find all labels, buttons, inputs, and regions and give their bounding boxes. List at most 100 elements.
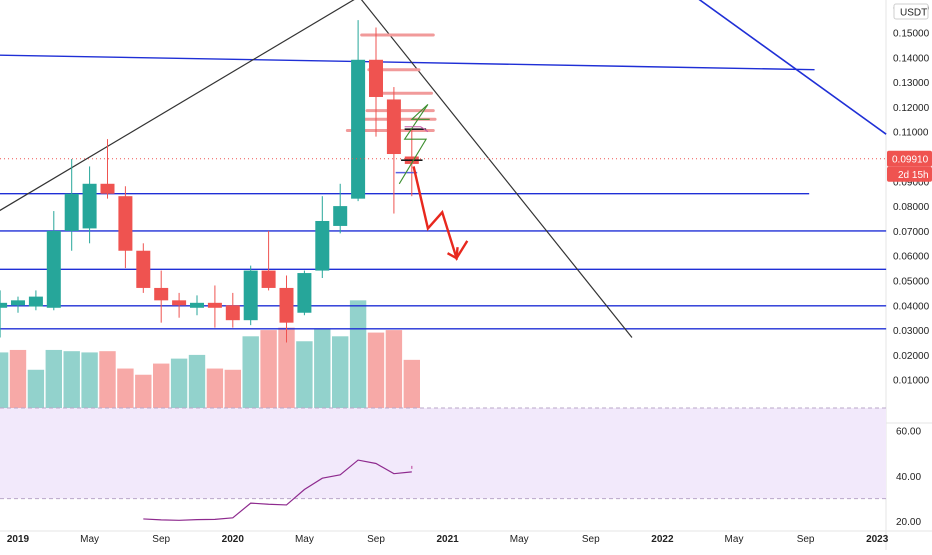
price-tick-label: 0.05000 bbox=[893, 277, 930, 288]
volume-bar bbox=[45, 349, 62, 418]
drawing-annotations bbox=[0, 104, 886, 262]
candle-body bbox=[315, 220, 330, 271]
volume-bar bbox=[153, 363, 170, 418]
volume-bars bbox=[0, 300, 420, 418]
candle-body bbox=[0, 302, 8, 308]
time-tick-label: May bbox=[295, 534, 314, 545]
time-tick-label: Sep bbox=[152, 534, 170, 545]
time-tick-label: 2020 bbox=[222, 534, 245, 545]
time-tick-label: Sep bbox=[367, 534, 385, 545]
price-tick-label: 0.03000 bbox=[893, 326, 930, 337]
price-tick-label: 0.07000 bbox=[893, 227, 930, 238]
candle-body bbox=[154, 287, 169, 301]
volume-bar bbox=[403, 359, 420, 418]
volume-bar bbox=[260, 330, 277, 418]
candle-body bbox=[118, 196, 133, 251]
projection-arrow-head bbox=[446, 247, 459, 261]
time-tick-label: Sep bbox=[582, 534, 600, 545]
price-tick-label: 0.13000 bbox=[893, 78, 930, 89]
volume-bar bbox=[117, 368, 134, 418]
candle-body bbox=[386, 99, 401, 155]
countdown-badge bbox=[887, 166, 932, 182]
time-tick-label: 2023 bbox=[866, 534, 889, 545]
volume-bar bbox=[9, 349, 27, 418]
candle-body bbox=[207, 302, 222, 308]
time-tick-label: 2021 bbox=[436, 534, 459, 545]
price-tick-label: 0.15000 bbox=[893, 29, 930, 40]
candle-body bbox=[225, 305, 240, 321]
volume-bar bbox=[206, 368, 224, 418]
candle-body bbox=[11, 300, 25, 306]
price-tick-label: 0.01000 bbox=[893, 376, 930, 387]
rsi-tick-label: 40.00 bbox=[896, 472, 921, 483]
candle-body bbox=[172, 300, 187, 306]
pattern-drawing-accent bbox=[404, 126, 429, 133]
currency-label: USDT bbox=[900, 8, 927, 19]
last-price-badge bbox=[887, 150, 932, 167]
candle-body bbox=[333, 206, 348, 226]
volume-bar bbox=[63, 351, 80, 418]
candle-body bbox=[369, 59, 383, 97]
candlesticks bbox=[0, 20, 419, 343]
time-tick-label: May bbox=[725, 534, 744, 545]
time-tick-label: May bbox=[80, 534, 99, 545]
volume-bar bbox=[278, 327, 295, 418]
price-tick-label: 0.12000 bbox=[893, 103, 930, 114]
volume-bar bbox=[349, 300, 367, 418]
volume-bar bbox=[367, 332, 385, 418]
candle-body bbox=[28, 296, 43, 307]
rsi-tick-label: 60.00 bbox=[896, 427, 921, 438]
currency-badge bbox=[893, 3, 929, 20]
candle-body bbox=[82, 183, 97, 229]
rsi-tick-label: 20.00 bbox=[896, 517, 921, 528]
time-tick-label: May bbox=[510, 534, 529, 545]
price-tick-label: 0.11000 bbox=[893, 128, 929, 139]
trend-line bbox=[360, 0, 633, 338]
volume-bar bbox=[242, 336, 259, 418]
support-resistance-levels bbox=[0, 54, 887, 330]
candle-body bbox=[243, 270, 258, 321]
price-tick-label: 0.14000 bbox=[893, 53, 930, 64]
rsi-pane bbox=[0, 407, 886, 521]
volume-bar bbox=[332, 336, 349, 418]
candle-body bbox=[64, 193, 79, 231]
volume-bar bbox=[27, 369, 45, 418]
axes: 0.01000 0.02000 0.03000 0.04000 0.05000 0.060… bbox=[7, 3, 932, 545]
volume-bar bbox=[224, 369, 241, 418]
candle-body bbox=[100, 183, 115, 194]
price-tick-label: 0.09000 bbox=[893, 177, 930, 188]
last-price-label: 0.09910 bbox=[892, 155, 929, 166]
horizontal-level-line bbox=[0, 54, 815, 71]
volume-bar bbox=[81, 352, 98, 418]
volume-bar bbox=[135, 374, 152, 418]
time-tick-label: 2019 bbox=[7, 534, 30, 545]
volume-bar bbox=[188, 354, 206, 418]
volume-bar bbox=[385, 330, 403, 418]
projection-arrow bbox=[412, 166, 469, 262]
candle-body bbox=[351, 59, 366, 199]
candle-body bbox=[46, 230, 61, 308]
candle-body bbox=[136, 250, 151, 288]
price-tick-label: 0.04000 bbox=[893, 301, 930, 312]
trend-line bbox=[0, 0, 355, 212]
trend-line bbox=[698, 0, 887, 135]
volume-bar bbox=[99, 351, 116, 418]
volume-bar bbox=[170, 358, 188, 418]
volume-bar bbox=[296, 341, 313, 418]
volume-bar bbox=[0, 352, 9, 418]
candle-body bbox=[261, 270, 276, 288]
candle-body bbox=[190, 302, 204, 308]
candle-body bbox=[279, 287, 294, 323]
countdown-label: 2d 15h bbox=[898, 170, 929, 181]
price-tick-label: 0.06000 bbox=[893, 252, 930, 263]
price-tick-label: 0.08000 bbox=[893, 202, 930, 213]
rsi-band bbox=[0, 408, 886, 499]
price-tick-label: 0.02000 bbox=[893, 351, 930, 362]
volume-bar bbox=[314, 328, 331, 418]
pattern-drawing bbox=[398, 104, 430, 185]
time-tick-label: 2022 bbox=[651, 534, 674, 545]
trend-lines bbox=[0, 0, 887, 338]
rsi-line bbox=[143, 459, 412, 521]
